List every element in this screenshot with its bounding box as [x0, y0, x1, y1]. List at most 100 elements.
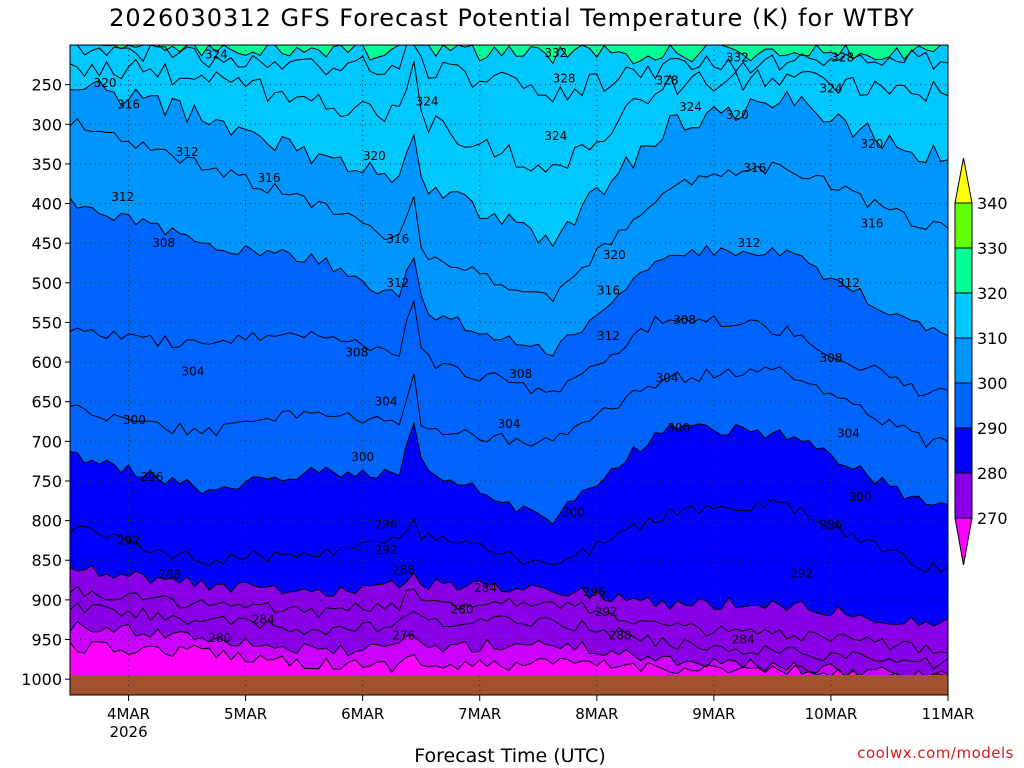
contour-line-292 [70, 564, 948, 627]
contour-label: 312 [597, 329, 620, 343]
contour-label: 324 [544, 129, 567, 143]
contour-label: 288 [392, 563, 415, 577]
contour-label: 288 [609, 629, 632, 643]
colorbar-box [954, 337, 973, 384]
contour-label: 316 [743, 161, 766, 175]
contour-line-300 [70, 421, 948, 525]
y-tick-label: 900 [31, 591, 62, 610]
colorbar-label: 310 [977, 329, 1008, 348]
x-tick-label: 6MAR [341, 705, 384, 723]
contour-label: 308 [152, 236, 175, 250]
contour-label: 304 [375, 395, 398, 409]
colorbar-box [954, 247, 973, 294]
contour-label: 308 [509, 367, 532, 381]
colorbar-box [954, 472, 973, 519]
colorbar-label: 270 [977, 509, 1008, 528]
contour-line-320 [70, 79, 948, 248]
y-tick-label: 450 [31, 234, 62, 253]
colorbar-box [954, 427, 973, 474]
y-tick-label: 950 [31, 631, 62, 650]
contour-label: 296 [140, 470, 163, 484]
contour-label: 320 [860, 137, 883, 151]
x-tick-sublabel: 2026 [109, 723, 147, 741]
contour-line-284 [70, 601, 948, 670]
contour-label: 292 [790, 567, 813, 581]
credit-link[interactable]: coolwx.com/models [857, 744, 1014, 762]
contour-label: 308 [819, 351, 842, 365]
contour-line-308 [70, 299, 948, 397]
contour-label: 284 [474, 581, 497, 595]
contour-label: 312 [738, 236, 761, 250]
contour-label: 320 [363, 149, 386, 163]
colorbar-bottom-arrow [954, 517, 973, 566]
colorbar-label: 290 [977, 419, 1008, 438]
contour-label: 300 [351, 450, 374, 464]
contour-label: 324 [416, 94, 439, 108]
y-tick-label: 600 [31, 353, 62, 372]
contour-label: 304 [656, 371, 679, 385]
colorbar-label: 340 [977, 194, 1008, 213]
contour-label: 304 [837, 426, 860, 440]
ground-strip [70, 675, 948, 695]
contour-label: 304 [181, 365, 204, 379]
colorbar-label: 330 [977, 239, 1008, 258]
x-axis-label: Forecast Time (UTC) [414, 745, 606, 767]
contour-line-328 [70, 45, 948, 103]
contour-line-296 [70, 499, 948, 573]
contour-label: 324 [679, 100, 702, 114]
colorbar-label: 320 [977, 284, 1008, 303]
band-fill-324 [70, 45, 948, 172]
contour-label: 316 [258, 171, 281, 185]
x-tick-label: 4MAR [107, 705, 150, 723]
contour-label: 296 [583, 585, 606, 599]
contour-label: 284 [732, 633, 755, 647]
contour-label: 316 [386, 232, 409, 246]
contour-line-312 [70, 197, 948, 357]
chart-title: 2026030312 GFS Forecast Potential Temper… [109, 4, 915, 32]
contour-label: 304 [498, 417, 521, 431]
contour-label: 296 [375, 518, 398, 532]
y-tick-label: 1000 [21, 670, 62, 689]
contour-label: 320 [94, 76, 117, 90]
contour-label: 328 [656, 74, 679, 88]
band-fill-332 [70, 45, 948, 64]
contour-label: 300 [667, 421, 690, 435]
colorbar-box [954, 382, 973, 429]
contour-label: 280 [208, 631, 231, 645]
colorbar-top-arrow [954, 157, 973, 204]
contour-line-304 [70, 366, 948, 449]
contour-label: 276 [392, 629, 415, 643]
x-tick-label: 10MAR [805, 705, 858, 723]
contour-label: 312 [386, 276, 409, 290]
contour-label: 316 [860, 216, 883, 230]
colorbar-box [954, 202, 973, 249]
contour-label: 296 [819, 518, 842, 532]
y-tick-label: 300 [31, 115, 62, 134]
contour-label: 328 [831, 51, 854, 65]
contour-label: 312 [837, 276, 860, 290]
colorbar-label: 280 [977, 464, 1008, 483]
contour-label: 320 [603, 248, 626, 262]
x-tick-label: 5MAR [224, 705, 267, 723]
contour-label: 332 [726, 51, 749, 65]
x-tick-label: 7MAR [458, 705, 501, 723]
band-fill-328 [70, 45, 948, 102]
x-tick-label: 11MAR [922, 705, 975, 723]
colorbar-box [954, 292, 973, 339]
x-tick-label: 9MAR [692, 705, 735, 723]
contour-label: 300 [849, 490, 872, 504]
y-tick-label: 700 [31, 432, 62, 451]
x-tick-label: 8MAR [575, 705, 618, 723]
contour-label: 288 [158, 568, 181, 582]
contour-line-324 [70, 58, 948, 173]
contour-line-280 [70, 621, 948, 679]
contour-line-288 [70, 585, 948, 654]
colorbar-label: 300 [977, 374, 1008, 393]
contour-label: 280 [451, 602, 474, 616]
contour-label: 312 [176, 145, 199, 159]
contour-label: 320 [726, 108, 749, 122]
y-tick-label: 400 [31, 195, 62, 214]
contour-label: 312 [111, 190, 134, 204]
contour-label: 292 [595, 605, 618, 619]
